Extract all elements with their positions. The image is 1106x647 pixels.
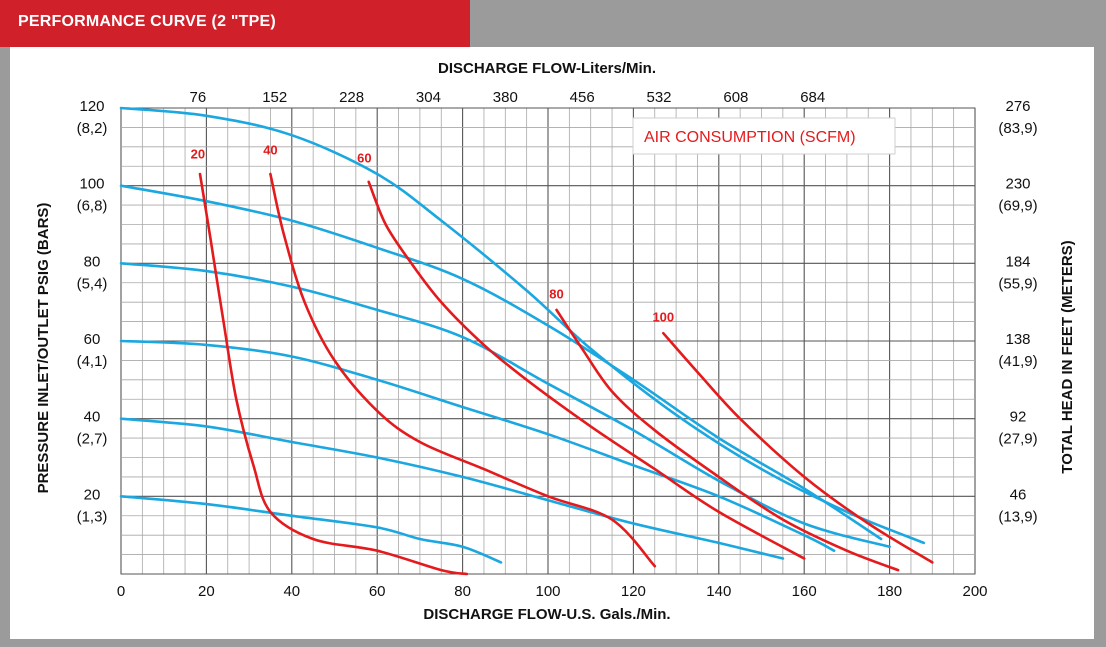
- y2-tick-sublabel: (41,9): [998, 353, 1037, 370]
- y-axis-label: PRESSURE INLET/OUTLET PSIG (BARS): [35, 203, 52, 494]
- air-curve-100: [662, 331, 934, 564]
- air-curve-label: 100: [652, 310, 674, 325]
- air-curve-label: 20: [191, 146, 205, 161]
- x2-tick-label: 456: [570, 89, 595, 106]
- y-tick-label: 60: [84, 331, 101, 348]
- x-tick-label: 40: [283, 583, 300, 600]
- air-curve-label: 40: [263, 143, 277, 158]
- x-tick-label: 80: [454, 583, 471, 600]
- y2-tick-label: 184: [1005, 253, 1030, 270]
- legend-box: [632, 117, 896, 155]
- y-tick-label: 40: [84, 409, 101, 426]
- y-tick-sublabel: (1,3): [77, 508, 108, 525]
- y-tick-label: 20: [84, 486, 101, 503]
- y-tick-sublabel: (2,7): [77, 431, 108, 448]
- pressure-curve-0: [119, 106, 926, 545]
- x-tick-label: 140: [706, 583, 731, 600]
- y-tick-label: 100: [79, 176, 104, 193]
- air-curve-label: 60: [357, 150, 371, 165]
- legend-label: AIR CONSUMPTION (SCFM): [644, 129, 856, 146]
- x2-tick-label: 532: [647, 89, 672, 106]
- y-tick-sublabel: (4,1): [77, 353, 108, 370]
- x2-axis-label: DISCHARGE FLOW-Liters/Min.: [438, 60, 656, 77]
- y-tick-label: 80: [84, 253, 101, 270]
- tick-labels: 0 20 40 60 80 100 120 140 160 180 200 76 152 228 304 38…: [77, 89, 1038, 600]
- pressure-curve-5: [119, 495, 503, 564]
- y2-tick-label: 230: [1005, 176, 1030, 193]
- x2-tick-label: 152: [262, 89, 287, 106]
- air-curve-40: [269, 172, 657, 568]
- y2-tick-sublabel: (69,9): [998, 198, 1037, 215]
- x2-tick-label: 228: [339, 89, 364, 106]
- x-tick-label: 20: [198, 583, 215, 600]
- air-curve-60: [367, 180, 806, 560]
- air-curve-label: 80: [549, 286, 563, 301]
- y2-tick-sublabel: (27,9): [998, 431, 1037, 448]
- x-tick-label: 100: [535, 583, 560, 600]
- y2-tick-label: 138: [1005, 331, 1030, 348]
- x-tick-label: 160: [792, 583, 817, 600]
- x2-tick-label: 76: [190, 89, 207, 106]
- pressure-curves: [119, 106, 926, 564]
- y-tick-label: 120: [79, 98, 104, 115]
- y2-tick-label: 92: [1010, 409, 1027, 426]
- y-tick-sublabel: (5,4): [77, 275, 108, 292]
- x-axis-label: DISCHARGE FLOW-U.S. Gals./Min.: [423, 606, 670, 623]
- legend: AIR CONSUMPTION (SCFM): [632, 117, 896, 155]
- header-bar: PERFORMANCE CURVE (2 "TPE): [0, 0, 470, 47]
- air-curve-80: [555, 308, 900, 572]
- grid: [120, 107, 976, 575]
- x2-tick-label: 684: [800, 89, 825, 106]
- y2-tick-sublabel: (83,9): [998, 120, 1037, 137]
- y2-tick-label: 276: [1005, 98, 1030, 115]
- y2-axis-label: TOTAL HEAD IN FEET (METERS): [1059, 240, 1076, 473]
- x-tick-label: 200: [962, 583, 987, 600]
- x2-tick-label: 304: [416, 89, 441, 106]
- pressure-curve-3: [119, 339, 836, 552]
- y2-tick-label: 46: [1010, 486, 1027, 503]
- y2-tick-sublabel: (55,9): [998, 275, 1037, 292]
- pressure-curve-2: [119, 262, 891, 549]
- pressure-curve-4: [119, 417, 785, 560]
- air-consumption-curves: 20 40 60 80 100: [191, 143, 934, 576]
- y2-tick-sublabel: (13,9): [998, 508, 1037, 525]
- air-curve-20: [198, 172, 469, 576]
- x2-tick-label: 380: [493, 89, 518, 106]
- pressure-curve-1: [119, 184, 883, 541]
- x-tick-label: 180: [877, 583, 902, 600]
- x-tick-label: 60: [369, 583, 386, 600]
- x-tick-label: 120: [621, 583, 646, 600]
- y-tick-sublabel: (8,2): [77, 120, 108, 137]
- x-tick-label: 0: [117, 583, 125, 600]
- x2-tick-label: 608: [723, 89, 748, 106]
- header-title: PERFORMANCE CURVE (2 "TPE): [18, 13, 276, 30]
- y-tick-sublabel: (6,8): [77, 198, 108, 215]
